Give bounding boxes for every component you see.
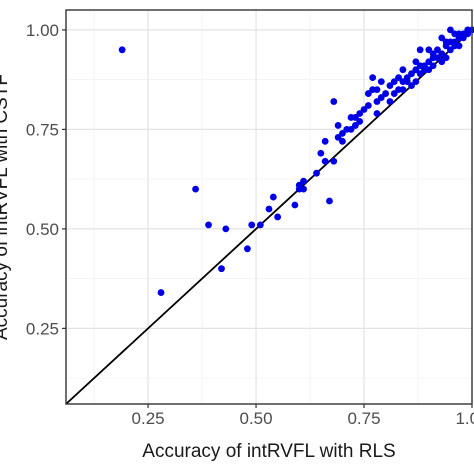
grid-lines bbox=[66, 10, 473, 404]
data-point bbox=[425, 46, 433, 54]
data-point bbox=[447, 26, 454, 34]
data-point bbox=[412, 66, 420, 74]
x-tick-label: 1.00 bbox=[455, 409, 474, 428]
data-point bbox=[377, 78, 385, 86]
data-point bbox=[408, 70, 415, 78]
data-point bbox=[429, 50, 437, 58]
data-point bbox=[442, 54, 450, 62]
panel-border bbox=[65, 9, 473, 405]
x-tick-label: 0.75 bbox=[347, 409, 380, 428]
data-point bbox=[390, 78, 398, 86]
y-tick-label: 0.75 bbox=[26, 120, 59, 139]
data-point bbox=[386, 82, 394, 90]
data-point bbox=[399, 66, 407, 74]
x-tick-label: 0.25 bbox=[132, 409, 165, 428]
data-point bbox=[326, 197, 333, 205]
data-point bbox=[416, 70, 424, 78]
data-point bbox=[364, 102, 372, 109]
data-point bbox=[373, 98, 381, 105]
data-point bbox=[274, 213, 282, 221]
data-point bbox=[313, 169, 320, 177]
data-point bbox=[434, 46, 441, 54]
y-tick-label: 0.50 bbox=[26, 220, 59, 239]
data-point bbox=[244, 245, 251, 253]
data-point bbox=[438, 34, 446, 42]
data-point bbox=[386, 98, 394, 105]
data-point bbox=[425, 66, 433, 74]
data-point bbox=[373, 110, 381, 117]
data-point bbox=[434, 54, 441, 62]
data-point bbox=[364, 90, 372, 97]
y-axis-ticks: 0.25 0.50 0.75 1.00 bbox=[26, 21, 66, 338]
data-point bbox=[347, 125, 355, 133]
data-point bbox=[321, 157, 329, 165]
data-point bbox=[412, 58, 420, 66]
data-point bbox=[205, 221, 212, 229]
data-point bbox=[321, 137, 329, 145]
x-axis-ticks: 0.25 0.50 0.75 1.00 bbox=[132, 404, 474, 428]
data-point bbox=[339, 129, 346, 137]
data-point bbox=[356, 118, 364, 125]
data-point bbox=[330, 98, 338, 105]
data-point bbox=[222, 225, 230, 233]
data-point bbox=[265, 205, 273, 213]
data-point bbox=[438, 58, 446, 66]
data-point bbox=[118, 46, 126, 54]
data-point bbox=[300, 185, 307, 193]
data-point bbox=[339, 137, 346, 145]
data-point bbox=[403, 74, 411, 82]
data-point bbox=[455, 42, 463, 50]
data-point bbox=[429, 62, 437, 70]
data-point bbox=[390, 90, 398, 97]
data-point bbox=[269, 193, 277, 201]
data-point bbox=[157, 289, 165, 296]
data-point bbox=[295, 181, 303, 189]
data-point bbox=[356, 110, 364, 117]
data-point bbox=[369, 74, 377, 82]
data-point bbox=[334, 122, 342, 129]
data-point bbox=[399, 86, 407, 93]
data-point bbox=[334, 133, 342, 141]
y-axis-title: Accuracy of intRVFL with CSTF bbox=[0, 74, 12, 340]
data-point bbox=[442, 38, 450, 46]
data-point bbox=[256, 221, 264, 229]
data-point bbox=[447, 46, 454, 54]
data-point bbox=[395, 74, 402, 82]
data-point bbox=[416, 46, 424, 54]
data-point bbox=[351, 114, 359, 121]
data-point bbox=[425, 58, 433, 66]
data-point bbox=[412, 78, 420, 86]
x-tick-label: 0.50 bbox=[239, 409, 272, 428]
data-point bbox=[192, 185, 199, 193]
data-point bbox=[451, 30, 459, 38]
data-point bbox=[248, 221, 256, 229]
data-point bbox=[317, 149, 325, 157]
y-tick-label: 1.00 bbox=[26, 21, 59, 40]
data-point bbox=[291, 201, 299, 209]
data-point bbox=[300, 177, 307, 185]
data-points bbox=[118, 26, 474, 296]
data-point bbox=[373, 86, 381, 93]
x-axis-title: Accuracy of intRVFL with RLS bbox=[142, 441, 395, 462]
data-point bbox=[330, 157, 338, 165]
data-point bbox=[218, 265, 225, 273]
y-tick-label: 0.25 bbox=[26, 319, 59, 338]
data-point bbox=[351, 122, 359, 129]
data-point bbox=[377, 94, 385, 101]
data-point bbox=[408, 82, 415, 90]
data-point bbox=[438, 50, 446, 58]
data-point bbox=[382, 90, 390, 97]
data-point bbox=[360, 106, 368, 113]
